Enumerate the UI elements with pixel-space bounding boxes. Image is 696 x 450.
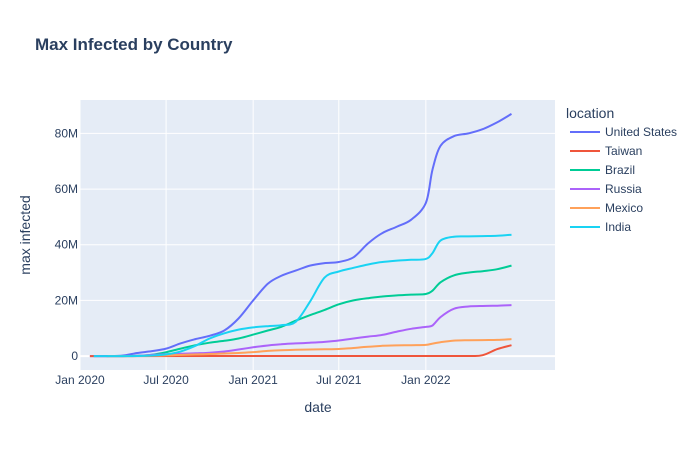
- x-tick-label: Jan 2022: [401, 373, 451, 387]
- legend-item-taiwan[interactable]: Taiwan: [605, 144, 642, 158]
- x-axis-label: date: [304, 399, 331, 415]
- legend-item-russia[interactable]: Russia: [605, 182, 642, 196]
- plot-area: [80, 100, 555, 370]
- x-tick-label: Jan 2021: [228, 373, 278, 387]
- series-line-mexico: [107, 338, 512, 358]
- series-line-taiwan: [89, 344, 512, 358]
- series-lines: [89, 113, 513, 358]
- y-tick-label: 80M: [55, 126, 78, 140]
- y-axis-ticks: 0 20M 40M 60M 80M: [55, 126, 79, 363]
- series-line-russia: [94, 304, 512, 358]
- series-line-india: [93, 233, 512, 358]
- legend-item-india[interactable]: India: [605, 220, 631, 234]
- y-tick-label: 60M: [55, 182, 78, 196]
- x-tick-label: Jul 2021: [316, 373, 362, 387]
- x-axis-ticks: Jan 2020 Jul 2020 Jan 2021 Jul 2021 Jan 2022: [55, 373, 451, 387]
- y-tick-label: 0: [71, 349, 78, 363]
- y-tick-label: 40M: [55, 238, 78, 252]
- chart-title: Max Infected by Country: [35, 35, 233, 54]
- series-line-brazil: [106, 264, 512, 358]
- x-tick-label: Jul 2020: [143, 373, 189, 387]
- legend-title: location: [566, 105, 614, 121]
- y-tick-label: 20M: [55, 293, 78, 307]
- x-tick-label: Jan 2020: [55, 373, 105, 387]
- legend: location United States Taiwan Brazil Russia…: [566, 105, 677, 234]
- legend-item-united-states[interactable]: United States: [605, 125, 677, 139]
- legend-item-brazil[interactable]: Brazil: [605, 163, 635, 177]
- legend-item-mexico[interactable]: Mexico: [605, 201, 643, 215]
- series-line-united-states: [89, 113, 513, 358]
- y-axis-label: max infected: [17, 195, 33, 274]
